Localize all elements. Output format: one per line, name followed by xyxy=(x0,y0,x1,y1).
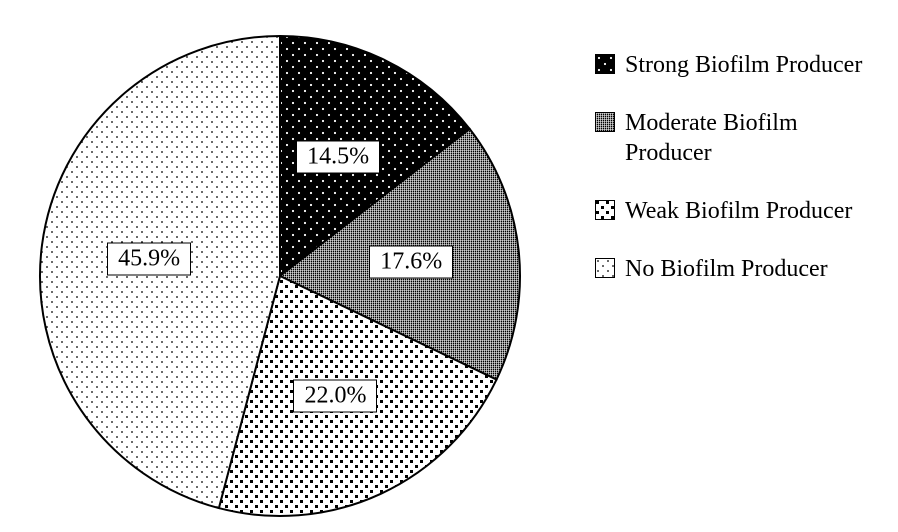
legend-swatch-none xyxy=(595,258,615,278)
pie-label-text-weak: 22.0% xyxy=(293,379,377,412)
legend-item-weak: Weak Biofilm Producer xyxy=(595,196,885,226)
legend-swatch-weak xyxy=(595,200,615,220)
pie-label-text-strong: 14.5% xyxy=(296,141,380,174)
pie-label-weak: 22.0% xyxy=(293,379,377,412)
legend-item-moderate: Moderate Biofilm Producer xyxy=(595,108,885,168)
legend-label-weak: Weak Biofilm Producer xyxy=(625,196,885,226)
legend-swatch-strong xyxy=(595,54,615,74)
chart-stage: 14.5% 17.6% 22.0% 45.9% Strong Biofilm Prod… xyxy=(0,0,898,532)
legend-item-none: No Biofilm Producer xyxy=(595,254,885,284)
pie-svg xyxy=(20,10,540,532)
legend-label-moderate: Moderate Biofilm Producer xyxy=(625,108,885,168)
pie-label-text-moderate: 17.6% xyxy=(369,245,453,278)
pie-label-strong: 14.5% xyxy=(296,141,380,174)
pie-label-moderate: 17.6% xyxy=(369,245,453,278)
pie-label-none: 45.9% xyxy=(107,243,191,276)
legend: Strong Biofilm Producer Moderate Biofilm… xyxy=(595,50,885,312)
legend-label-none: No Biofilm Producer xyxy=(625,254,885,284)
legend-item-strong: Strong Biofilm Producer xyxy=(595,50,885,80)
pie-label-text-none: 45.9% xyxy=(107,243,191,276)
legend-swatch-moderate xyxy=(595,112,615,132)
legend-label-strong: Strong Biofilm Producer xyxy=(625,50,885,80)
pie-chart: 14.5% 17.6% 22.0% 45.9% xyxy=(20,10,540,522)
